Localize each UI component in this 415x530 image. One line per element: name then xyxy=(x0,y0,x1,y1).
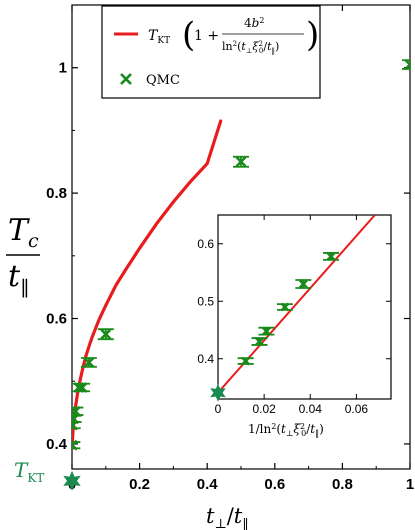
legend-qmc-marker xyxy=(120,73,132,85)
main-y-tick-label: 0.8 xyxy=(46,185,67,202)
inset-y-tick-label: 0.6 xyxy=(197,237,214,251)
legend: TKT ( 1 + 4b2 ln2(t⊥ξ2 0/t‖) ) QMC xyxy=(101,5,321,99)
inset-x-tick-label: 0.06 xyxy=(345,402,369,416)
main-x-tick-label: 0.8 xyxy=(332,476,353,493)
inset-frame xyxy=(217,214,392,400)
legend-one-plus: 1 + xyxy=(194,28,219,44)
main-qmc-point-stroke-a xyxy=(404,59,410,67)
main-qmc-point-stroke-b xyxy=(100,328,112,340)
main-qmc-point xyxy=(404,59,410,70)
inset-x-tick-label: 0.02 xyxy=(252,402,276,416)
inset-qmc-point-stroke-b xyxy=(241,356,251,366)
inset-qmc-point xyxy=(280,302,290,312)
inset-x-label: 1/ln2(t⊥ξ2 0/t‖) xyxy=(248,422,324,438)
inset-qmc-point xyxy=(298,279,308,289)
legend-paren-left: ( xyxy=(182,15,195,55)
main-qmc-point xyxy=(83,356,95,368)
inset-qmc-point-stroke-b xyxy=(280,302,290,312)
main-qmc-point xyxy=(100,328,112,340)
inset-tkt-star xyxy=(210,383,226,402)
main-qmc-point-stroke-b xyxy=(72,405,81,417)
inset-y-tick-label: 0.4 xyxy=(197,352,214,366)
legend-qmc-x xyxy=(120,73,132,85)
main-qmc-errorbar xyxy=(402,59,410,70)
main-y-tick-label: 0.6 xyxy=(46,311,67,328)
legend-entry-tkt: TKT xyxy=(148,28,170,46)
inset-qmc-point-stroke-b xyxy=(255,337,264,346)
x-label-text: t⊥/t‖ xyxy=(206,504,249,530)
inset-chart: 0 0.02 0.04 0.06 0.4 0.5 0.6 1/ln2(t⊥ξ2 0/t‖) xyxy=(197,214,392,438)
main-qmc-point xyxy=(72,439,78,451)
main-fit-line xyxy=(72,119,223,450)
main-x-tick-label: 0.2 xyxy=(129,476,150,493)
inset-qmc-point xyxy=(326,251,336,261)
main-qmc-point-stroke-b xyxy=(235,156,247,168)
y-label-numerator: Tc xyxy=(8,213,39,252)
main-series xyxy=(72,59,410,451)
y-label-denominator: t‖ xyxy=(8,259,30,298)
tkt-label-text: TKT xyxy=(14,458,44,485)
inset-x-tick-label: 0 xyxy=(215,402,222,416)
main-x-tick-label: 1 xyxy=(406,476,414,493)
inset-qmc-point xyxy=(262,326,271,336)
main-y-tick-label: 0.4 xyxy=(46,436,68,453)
inset-x-tick-label: 0.04 xyxy=(299,402,323,416)
main-qmc-point-stroke-b xyxy=(83,356,95,368)
inset-ticks: 0 0.02 0.04 0.06 0.4 0.5 0.6 xyxy=(197,215,391,416)
main-tkt-star xyxy=(63,470,81,491)
x-axis-label: t⊥/t‖ xyxy=(206,504,249,530)
main-qmc-point-stroke-b xyxy=(76,382,88,393)
legend-entry-qmc: QMC xyxy=(146,73,180,88)
y-axis-label: Tc t‖ xyxy=(6,213,40,298)
main-x-tick-label: 0.4 xyxy=(197,476,219,493)
inset-qmc-point-stroke-b xyxy=(326,251,336,261)
legend-qmc-x-stroke-b xyxy=(120,73,132,85)
tkt-label: TKT xyxy=(14,458,44,485)
main-qmc-point-stroke-b xyxy=(72,439,78,448)
legend-paren-right: ) xyxy=(306,15,319,55)
main-x-tick-label: 0.6 xyxy=(264,476,285,493)
legend-box xyxy=(101,5,321,99)
main-qmc-point xyxy=(76,382,88,393)
main-qmc-point xyxy=(72,405,81,417)
legend-denominator: ln2(t⊥ξ2 0/t‖) xyxy=(222,40,279,55)
inset-qmc-point xyxy=(255,337,264,346)
inset-qmc-point-stroke-b xyxy=(262,326,271,336)
inset-series xyxy=(218,215,376,394)
main-y-tick-label: 1 xyxy=(59,60,67,77)
inset-qmc-point-stroke-b xyxy=(298,279,308,289)
main-qmc-point xyxy=(235,156,247,168)
legend-numerator: 4b2 xyxy=(244,16,264,30)
y-label-numerator-main: T xyxy=(8,213,30,248)
main-qmc-point-stroke-b xyxy=(404,62,410,70)
inset-qmc-point xyxy=(241,356,251,366)
inset-y-tick-label: 0.5 xyxy=(197,294,214,308)
